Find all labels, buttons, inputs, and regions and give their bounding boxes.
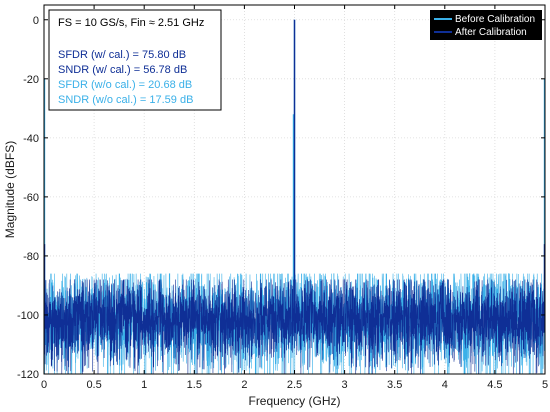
x-axis-label: Frequency (GHz) [248, 394, 340, 408]
axis-ticks: 0 0.5 1 1.5 2 2.5 3 3.5 4 4.5 5 0 -20 -40 -60 -80 -100 -1… [17, 5, 548, 391]
x-tick-label: 4 [442, 379, 448, 391]
y-tick-label: -100 [17, 310, 39, 322]
x-tick-label: 3 [342, 379, 348, 391]
legend-entry-after: After Calibration [455, 27, 527, 38]
y-tick-label: -80 [23, 251, 39, 263]
x-tick-label: 2.5 [287, 379, 302, 391]
x-tick-label: 1.5 [187, 379, 202, 391]
legend-entry-before: Before Calibration [455, 14, 535, 25]
legend-background [430, 10, 542, 40]
sfdr-without-cal-label: SFDR (w/o cal.) = 20.68 dB [58, 79, 192, 91]
annotation-header: FS = 10 GS/s, Fin ≈ 2.51 GHz [58, 17, 204, 29]
x-tick-label: 0.5 [86, 379, 101, 391]
sndr-without-cal-label: SNDR (w/o cal.) = 17.59 dB [58, 94, 193, 106]
x-tick-label: 3.5 [387, 379, 402, 391]
annotation-box: FS = 10 GS/s, Fin ≈ 2.51 GHz SFDR (w/ ca… [48, 9, 222, 111]
sndr-with-cal-label: SNDR (w/ cal.) = 56.78 dB [58, 64, 187, 76]
y-tick-label: -60 [23, 192, 39, 204]
y-tick-label: -20 [23, 74, 39, 86]
x-tick-label: 1 [141, 379, 147, 391]
sfdr-with-cal-label: SFDR (w/ cal.) = 75.80 dB [58, 49, 186, 61]
x-tick-label: 5 [542, 379, 548, 391]
x-tick-label: 4.5 [487, 379, 502, 391]
y-tick-label: -120 [17, 369, 39, 381]
y-axis-label: Magnitude (dBFS) [3, 141, 17, 238]
annotation-border [48, 9, 222, 111]
x-tick-label: 2 [241, 379, 247, 391]
legend: Before Calibration After Calibration [430, 10, 542, 40]
y-tick-label: -40 [23, 133, 39, 145]
x-tick-label: 0 [41, 379, 47, 391]
y-tick-label: 0 [33, 15, 39, 27]
